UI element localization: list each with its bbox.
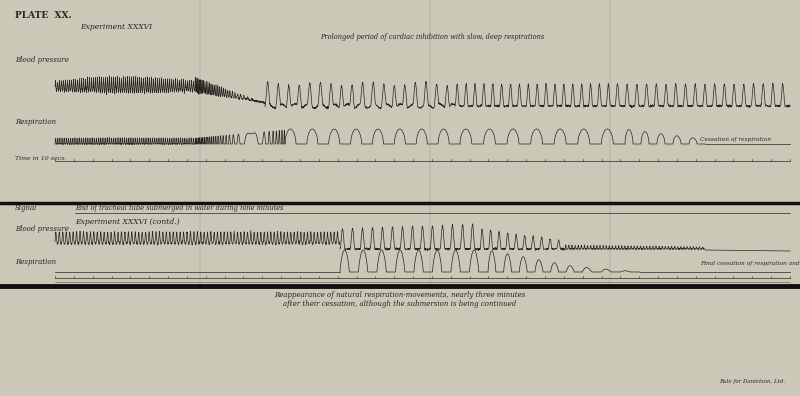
Text: Respiration: Respiration (15, 258, 56, 266)
Text: End of tracheal tube submerged in water during nine minutes: End of tracheal tube submerged in water … (75, 204, 283, 212)
Text: Experiment XXXVI: Experiment XXXVI (80, 23, 152, 31)
Text: Reappearance of natural respiration-movements, nearly three minutes
after their : Reappearance of natural respiration-move… (274, 291, 526, 308)
Text: Blood pressure: Blood pressure (15, 56, 69, 64)
Text: PLATE  XX.: PLATE XX. (15, 11, 72, 20)
Text: Experiment XXXVI (contd.): Experiment XXXVI (contd.) (75, 218, 180, 226)
Text: Prolonged period of cardiac inhibition with slow, deep respirations: Prolonged period of cardiac inhibition w… (320, 33, 544, 41)
Text: Signal: Signal (15, 204, 38, 212)
Text: Blood pressure: Blood pressure (15, 225, 69, 233)
Text: Time in 10 secs.: Time in 10 secs. (15, 156, 66, 161)
Text: Respiration: Respiration (15, 118, 56, 126)
Text: Rule for Danielson, Ltd.: Rule for Danielson, Ltd. (719, 379, 785, 384)
Text: Final cessation of respiration and heart beat: Final cessation of respiration and heart… (700, 261, 800, 265)
Text: Cessation of respiration: Cessation of respiration (700, 137, 771, 143)
